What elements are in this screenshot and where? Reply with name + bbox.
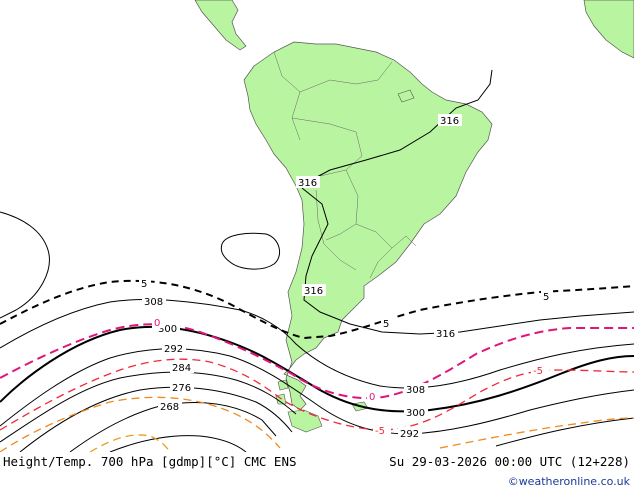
- label-h316-nw: 316: [298, 178, 317, 189]
- label-h300-east: 300: [406, 408, 425, 419]
- chile-island-1: [277, 379, 289, 391]
- label-h292-west: 292: [164, 344, 183, 355]
- height-contour-300: [0, 325, 634, 413]
- height-contour-316-andes: [301, 187, 634, 335]
- height-contour-284: [0, 371, 297, 443]
- label-h316-south: 316: [436, 329, 455, 340]
- height-contour-south-east: [495, 417, 634, 447]
- height-contour-292: [0, 348, 634, 435]
- map-footer: Height/Temp. 700 hPa [gdmp][°C] CMC ENS …: [0, 452, 634, 490]
- height-contour-316-north: [299, 69, 493, 187]
- height-contour-far-south: [109, 435, 247, 452]
- contour-labels: 316 316 316 316 308 308 300 300 292 292 …: [139, 114, 553, 440]
- chart-title: Height/Temp. 700 hPa [gdmp][°C] CMC ENS: [3, 454, 297, 469]
- isotherm-0: [0, 323, 634, 400]
- isotherm-minus15: [89, 434, 171, 452]
- credit-link[interactable]: ©weatheronline.co.uk: [507, 475, 630, 488]
- central-america-land: [194, 0, 247, 51]
- map-canvas: 316 316 316 316 308 308 300 300 292 292 …: [0, 0, 634, 452]
- label-h300-west: 300: [158, 324, 177, 335]
- label-h308-west: 308: [144, 297, 163, 308]
- label-h268: 268: [160, 402, 179, 413]
- label-h284: 284: [172, 363, 191, 374]
- label-t0-west: 0: [154, 318, 160, 329]
- label-h316-north: 316: [440, 116, 459, 127]
- valid-datetime: Su 29-03-2026 00:00 UTC (12+228): [389, 454, 630, 469]
- country-borders: [273, 51, 417, 279]
- height-contour-west-loop: [0, 211, 50, 319]
- height-contour-308: [0, 299, 634, 389]
- label-h316-andes: 316: [304, 286, 323, 297]
- isotherm-minus5: [0, 358, 634, 431]
- label-tm5-mid: -5: [375, 426, 385, 437]
- label-t0-east: 0: [369, 392, 375, 403]
- south-america-land: [243, 41, 493, 411]
- label-h308-east: 308: [406, 385, 425, 396]
- amazon-island: [397, 89, 415, 103]
- label-t5-east: 5: [543, 292, 549, 303]
- isotherm-minus10-east: [439, 417, 634, 449]
- height-contour-closed-low: [220, 232, 281, 270]
- africa-land: [583, 0, 634, 59]
- label-tm5-east: -5: [533, 366, 543, 377]
- label-h292-east: 292: [400, 429, 419, 440]
- isotherm-5: [0, 279, 634, 340]
- label-h276: 276: [172, 383, 191, 394]
- label-t5-mid: 5: [383, 319, 389, 330]
- label-t5-west: 5: [141, 279, 147, 290]
